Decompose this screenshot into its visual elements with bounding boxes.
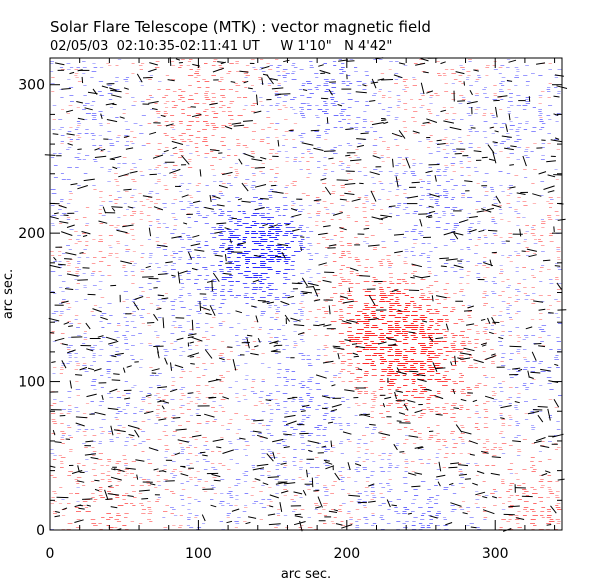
axis-ticks	[49, 58, 562, 531]
x-axis-label: arc sec.	[281, 567, 331, 582]
y-tick-label: 0	[36, 523, 45, 539]
figure-title: Solar Flare Telescope (MTK) : vector mag…	[50, 18, 431, 36]
transverse-field-vectors	[44, 57, 568, 532]
polarity-field	[50, 59, 563, 530]
x-tick-label: 200	[333, 546, 360, 562]
y-tick-label: 200	[18, 226, 45, 242]
x-tick-label: 100	[185, 546, 212, 562]
x-tick-label: 0	[46, 546, 55, 562]
plot-frame	[49, 57, 563, 531]
magnetogram-image	[44, 57, 568, 532]
y-tick-label: 300	[18, 78, 45, 94]
x-tick-label: 300	[482, 546, 509, 562]
y-tick-label: 100	[18, 375, 45, 391]
y-axis-label: arc sec.	[1, 269, 16, 319]
figure-subtitle: 02/05/03 02:10:35-02:11:41 UT W 1'10" N …	[50, 39, 392, 54]
